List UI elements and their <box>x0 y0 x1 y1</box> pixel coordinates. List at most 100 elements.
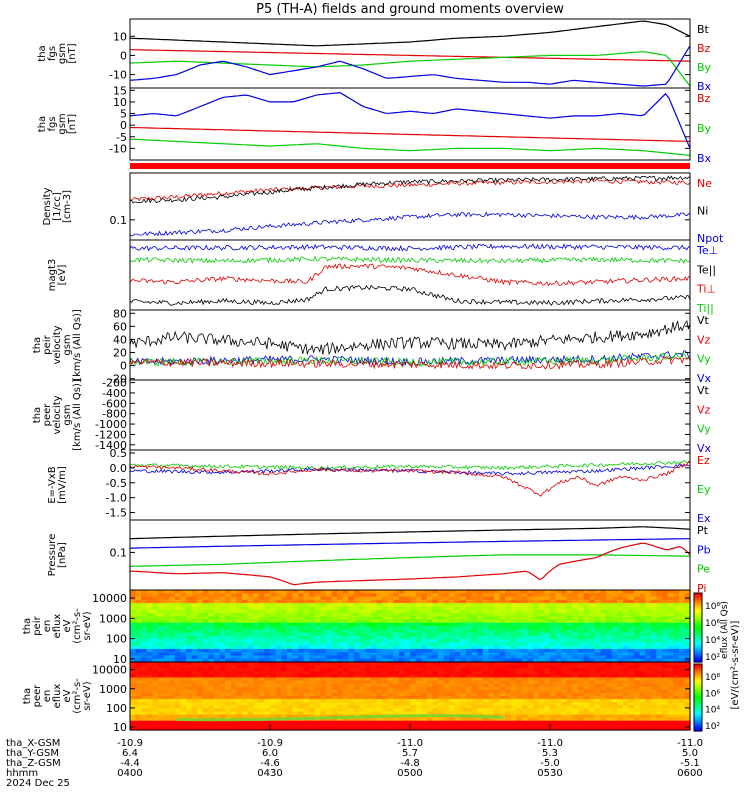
heatmap-cell <box>186 652 193 657</box>
heatmap-cell <box>449 599 456 604</box>
heatmap-cell <box>141 723 148 728</box>
heatmap-cell <box>197 603 204 607</box>
colorbar-tick-label: 10⁴ <box>705 636 720 646</box>
heatmap-cell <box>410 726 417 731</box>
heatmap-cell <box>650 696 657 700</box>
y-axis-label: sr-eV) <box>82 611 93 640</box>
colorbar-segment <box>694 674 702 677</box>
y-axis-label: sr-eV) <box>82 681 93 710</box>
heatmap-cell <box>488 683 495 688</box>
heatmap-cell <box>281 686 288 691</box>
heatmap-cell <box>432 626 439 630</box>
heatmap-cell <box>130 692 137 697</box>
heatmap-cell <box>650 652 657 657</box>
heatmap-cell <box>174 648 181 653</box>
heatmap-cell <box>415 683 422 688</box>
x-row-label: tha_Y-GSM <box>6 748 59 759</box>
heatmap-cell <box>158 665 165 669</box>
heatmap-cell <box>499 616 506 621</box>
heatmap-cell <box>454 696 461 700</box>
heatmap-cell <box>398 655 405 660</box>
heatmap-cell <box>572 599 579 604</box>
heatmap-cell <box>314 662 321 666</box>
heatmap-cell <box>533 723 540 728</box>
heatmap-cell <box>337 702 344 706</box>
heatmap-cell <box>544 606 551 611</box>
heatmap-cell <box>163 680 170 685</box>
heatmap-cell <box>415 639 422 643</box>
heatmap-cell <box>135 689 142 694</box>
heatmap-cell <box>662 616 669 621</box>
heatmap-cell <box>247 593 254 598</box>
heatmap-cell <box>578 619 585 624</box>
heatmap-cell <box>314 606 321 611</box>
heatmap-cell <box>365 606 372 611</box>
heatmap-cell <box>673 702 680 706</box>
heatmap-cell <box>169 603 176 607</box>
heatmap-cell <box>214 723 221 728</box>
heatmap-cell <box>320 599 327 604</box>
x-tick-label: 0500 <box>397 768 422 779</box>
heatmap-cell <box>314 645 321 650</box>
heatmap-cell <box>264 635 271 640</box>
heatmap-cell <box>443 629 450 634</box>
heatmap-cell <box>538 677 545 682</box>
heatmap-cell <box>214 708 221 713</box>
legend-label: Vx <box>697 442 712 455</box>
heatmap-cell <box>197 596 204 601</box>
heatmap-cell <box>443 616 450 621</box>
heatmap-cell <box>538 717 545 722</box>
heatmap-cell <box>667 599 674 604</box>
colorbar-segment <box>694 680 702 684</box>
heatmap-cell <box>365 655 372 660</box>
heatmap-cell <box>197 632 204 637</box>
heatmap-cell <box>348 642 355 647</box>
heatmap-cell <box>494 632 501 637</box>
heatmap-cell <box>645 642 652 647</box>
heatmap-cell <box>214 677 221 682</box>
heatmap-cell <box>186 680 193 685</box>
colorbar-segment <box>694 598 702 601</box>
heatmap-cell <box>404 711 411 716</box>
heatmap-cell <box>365 658 372 663</box>
heatmap-cell <box>130 723 137 728</box>
heatmap-cell <box>247 696 254 700</box>
heatmap-cell <box>538 596 545 601</box>
heatmap-cell <box>561 662 568 666</box>
heatmap-cell <box>421 648 428 653</box>
heatmap-cell <box>572 665 579 669</box>
x-tick-label: -5.0 <box>540 758 560 769</box>
heatmap-cell <box>208 596 215 601</box>
heatmap-cell <box>404 677 411 682</box>
heatmap-cell <box>639 632 646 637</box>
heatmap-cell <box>466 639 473 643</box>
heatmap-cell <box>197 692 204 697</box>
heatmap-cell <box>600 632 607 637</box>
heatmap-cell <box>135 692 142 697</box>
heatmap-cell <box>466 596 473 601</box>
heatmap-cell <box>230 683 237 688</box>
heatmap-cell <box>494 655 501 660</box>
heatmap-cell <box>370 699 377 703</box>
y-axis-label: eflux <box>52 614 63 639</box>
heatmap-cell <box>544 593 551 598</box>
heatmap-cell <box>236 658 243 663</box>
heatmap-cell <box>594 619 601 624</box>
heatmap-cell <box>466 612 473 617</box>
heatmap-cell <box>281 606 288 611</box>
heatmap-cell <box>208 612 215 617</box>
heatmap-cell <box>494 717 501 722</box>
heatmap-cell <box>421 612 428 617</box>
heatmap-cell <box>258 609 265 614</box>
heatmap-cell <box>538 622 545 627</box>
heatmap-cell <box>606 699 613 703</box>
heatmap-cell <box>684 629 691 634</box>
heatmap-cell <box>561 711 568 716</box>
heatmap-cell <box>566 603 573 607</box>
heatmap-cell <box>589 671 596 675</box>
heatmap-cell <box>600 596 607 601</box>
heatmap-cell <box>387 642 394 647</box>
heatmap-cell <box>443 702 450 706</box>
heatmap-cell <box>578 596 585 601</box>
heatmap-cell <box>141 655 148 660</box>
